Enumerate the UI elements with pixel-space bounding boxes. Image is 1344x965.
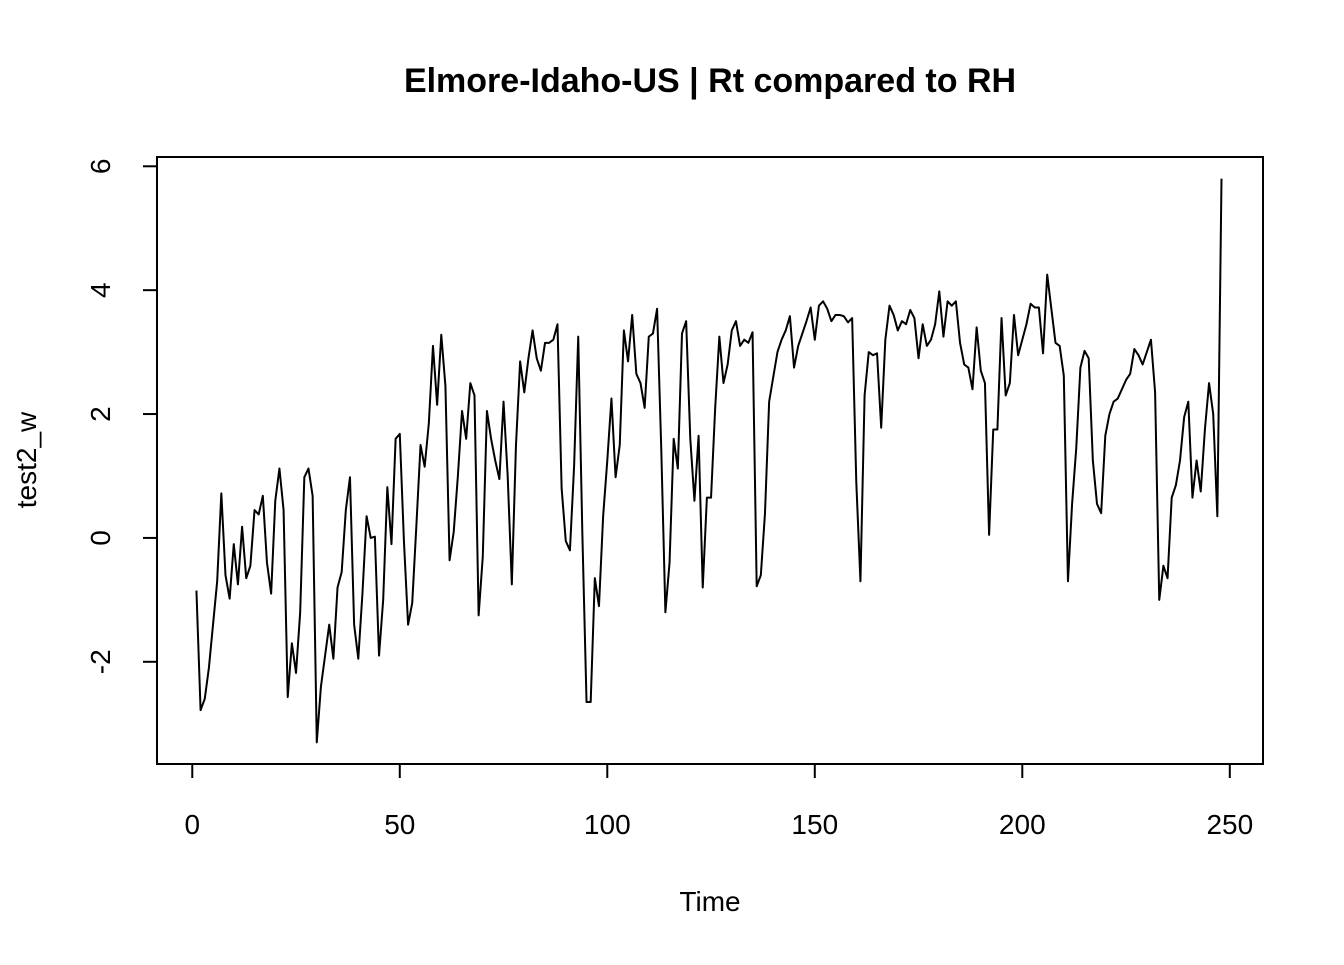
x-tick-label: 100 bbox=[584, 809, 631, 840]
x-tick-label: 250 bbox=[1206, 809, 1253, 840]
y-tick-label: -2 bbox=[85, 649, 116, 674]
series-line bbox=[195, 178, 1223, 744]
y-tick-label: 4 bbox=[85, 282, 116, 298]
x-tick-label: 50 bbox=[384, 809, 415, 840]
x-tick-label: 200 bbox=[999, 809, 1046, 840]
y-tick-label: 2 bbox=[85, 406, 116, 422]
x-axis-label: Time bbox=[679, 886, 740, 917]
y-axis: -2 0 2 4 6 bbox=[85, 159, 158, 674]
y-axis-label: test2_w bbox=[11, 411, 42, 508]
chart-title: Elmore-Idaho-US | Rt compared to RH bbox=[404, 62, 1016, 100]
series-layer bbox=[195, 178, 1223, 744]
y-tick-label: 0 bbox=[85, 530, 116, 546]
x-tick-label: 0 bbox=[184, 809, 200, 840]
y-tick-label: 6 bbox=[85, 159, 116, 175]
x-axis: 0 50 100 150 200 250 bbox=[184, 763, 1253, 840]
x-tick-label: 150 bbox=[791, 809, 838, 840]
